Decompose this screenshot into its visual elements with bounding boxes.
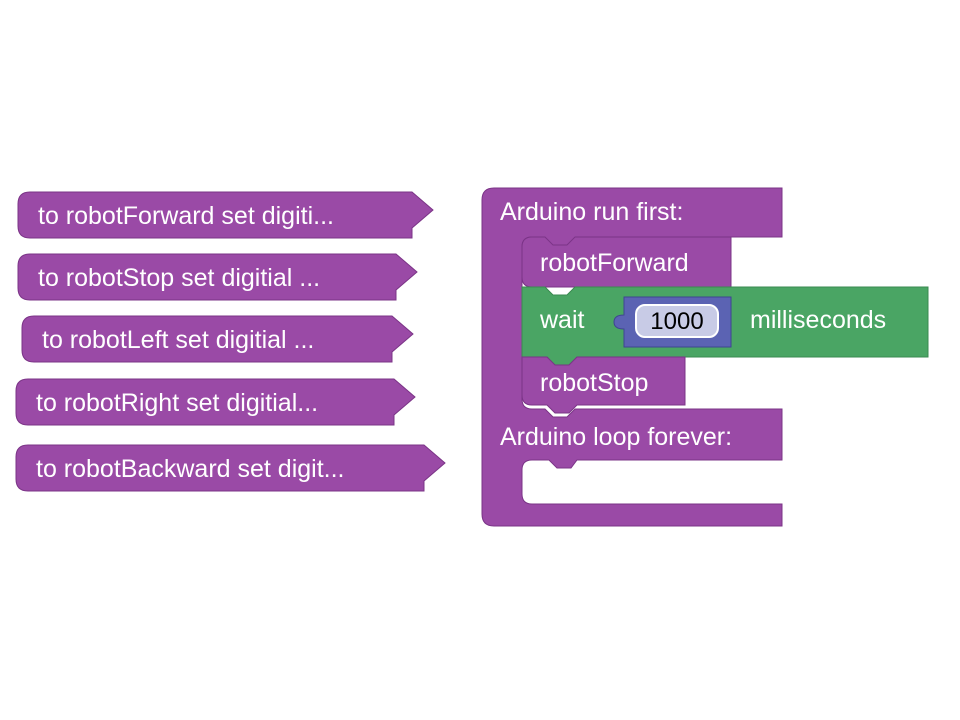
arduino-setup-label: Arduino run first: xyxy=(500,198,683,226)
procedure-block-robotforward[interactable]: to robotForward set digiti... xyxy=(17,191,434,239)
call-label: robotStop xyxy=(540,369,648,397)
procedure-block-robotbackward[interactable]: to robotBackward set digit... xyxy=(15,444,446,492)
call-block-robotforward[interactable]: robotForward xyxy=(521,236,732,288)
procedure-block-robotstop[interactable]: to robotStop set digitial ... xyxy=(17,253,418,301)
procedure-block-shape xyxy=(17,191,434,239)
number-field[interactable] xyxy=(635,304,719,338)
call-block-shape xyxy=(521,236,732,288)
call-block-robotstop[interactable]: robotStop xyxy=(521,356,686,414)
procedure-label: to robotStop set digitial ... xyxy=(38,264,320,292)
procedure-block-shape xyxy=(15,444,446,492)
procedure-label: to robotLeft set digitial ... xyxy=(42,326,314,354)
procedure-block-robotleft[interactable]: to robotLeft set digitial ... xyxy=(21,315,414,363)
procedure-block-shape xyxy=(21,315,414,363)
call-label: robotForward xyxy=(540,249,689,277)
wait-units-label: milliseconds xyxy=(750,306,886,334)
procedure-label: to robotBackward set digit... xyxy=(36,455,344,483)
arduino-loop-label: Arduino loop forever: xyxy=(500,423,732,451)
procedure-block-robotright[interactable]: to robotRight set digitial... xyxy=(15,378,416,426)
procedure-block-shape xyxy=(17,253,418,301)
wait-block[interactable]: wait 1000 milliseconds xyxy=(521,286,929,366)
procedure-label: to robotRight set digitial... xyxy=(36,389,318,417)
procedure-block-shape xyxy=(15,378,416,426)
wait-value: 1000 xyxy=(650,308,703,335)
call-block-shape xyxy=(521,356,686,414)
arduino-main-block[interactable]: Arduino run first: Arduino loop forever: xyxy=(481,187,783,527)
number-input-block[interactable]: 1000 xyxy=(613,296,732,348)
wait-label: wait xyxy=(539,306,585,334)
procedure-label: to robotForward set digiti... xyxy=(38,202,334,230)
